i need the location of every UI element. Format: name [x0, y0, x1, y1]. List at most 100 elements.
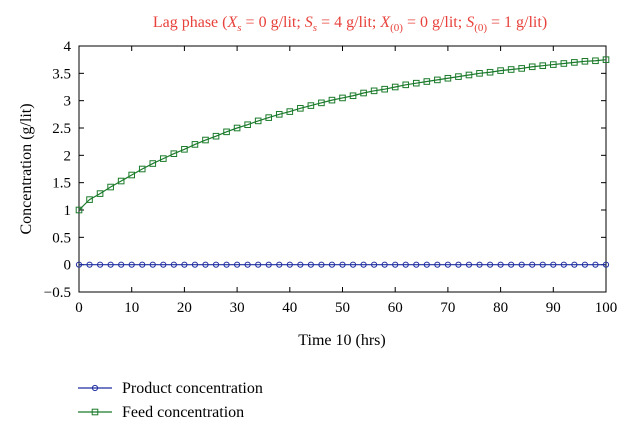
y-tick-label: −0.5: [44, 285, 71, 301]
data-point: [497, 67, 504, 74]
data-point: [202, 136, 209, 144]
x-tick-label: 40: [282, 300, 297, 316]
data-point: [181, 261, 188, 268]
data-point: [265, 114, 273, 121]
data-point: [434, 261, 441, 268]
data-point: [170, 261, 177, 268]
data-point: [107, 183, 114, 191]
series-circle: [75, 261, 610, 268]
y-tick-label: 1: [64, 203, 72, 219]
data-point: [486, 68, 494, 76]
data-point: [128, 171, 135, 179]
data-point: [476, 261, 483, 268]
data-point: [413, 261, 420, 268]
data-point: [381, 261, 388, 268]
data-point: [518, 261, 525, 268]
data-point: [434, 76, 441, 84]
data-point: [518, 65, 525, 72]
data-point: [412, 79, 420, 87]
data-point: [391, 83, 399, 91]
x-tick-label: 70: [440, 300, 455, 316]
data-point: [370, 87, 378, 95]
data-point: [455, 261, 462, 268]
data-point: [381, 85, 388, 93]
x-tick-label: 50: [335, 300, 350, 316]
x-tick-label: 90: [546, 300, 561, 316]
y-tick-label: 2.5: [52, 121, 71, 137]
data-point: [244, 261, 251, 268]
data-point: [571, 59, 578, 66]
data-point: [191, 141, 199, 148]
series-line: [78, 59, 607, 211]
data-point: [212, 261, 220, 268]
data-point: [138, 165, 146, 173]
data-point: [539, 261, 546, 268]
y-tick-label: 2: [64, 148, 72, 164]
data-point: [254, 117, 262, 125]
data-point: [529, 261, 536, 268]
x-tick-label: 20: [177, 300, 192, 316]
data-point: [592, 261, 599, 268]
title-x0-symbol: X: [379, 14, 391, 31]
data-point: [349, 261, 357, 268]
data-point: [181, 146, 188, 153]
data-point: [402, 81, 410, 89]
legend: Product concentration Feed concentration: [78, 380, 263, 421]
title-s0-symbol: S: [466, 14, 474, 31]
data-point: [128, 261, 135, 268]
title-x0-subscript: (0): [390, 22, 403, 34]
title-xs-symbol: X: [226, 14, 238, 31]
data-point: [455, 73, 462, 80]
data-point: [444, 74, 452, 82]
legend-label: Product concentration: [122, 380, 263, 397]
data-point: [560, 261, 567, 268]
data-point: [297, 105, 304, 112]
x-tick-label: 80: [493, 300, 508, 316]
title-x0-value: = 0 g/lit;: [403, 14, 466, 31]
data-point: [371, 261, 378, 268]
data-point: [223, 261, 230, 268]
data-point: [497, 261, 504, 268]
data-point: [297, 261, 304, 268]
data-point: [86, 196, 93, 203]
y-tick-label: 3.5: [52, 66, 71, 82]
data-point: [328, 261, 336, 268]
data-point: [486, 261, 494, 268]
data-point: [234, 261, 241, 268]
y-axis-ticks: −0.5 0 0.5 1 1.5 2 2.5 3 3.5 4: [44, 39, 606, 301]
data-point: [539, 62, 547, 69]
data-point: [265, 261, 272, 268]
data-point: [602, 56, 610, 63]
title-s0-subscript: (0): [474, 22, 487, 34]
title-ss-subscript: s: [313, 22, 317, 34]
data-point: [476, 70, 483, 77]
legend-marker: [91, 408, 99, 416]
data-point: [465, 261, 473, 268]
series-square: [75, 56, 610, 214]
series-layer: [75, 56, 610, 268]
title-lead: Lag phase (: [153, 14, 228, 31]
data-point: [402, 261, 409, 268]
title-s0-value: = 1 g/lit): [487, 14, 547, 31]
data-point: [96, 261, 104, 268]
data-point: [118, 261, 125, 268]
data-point: [86, 261, 93, 268]
title-ss-symbol: S: [305, 14, 313, 31]
data-point: [581, 261, 589, 268]
data-point: [75, 206, 83, 214]
data-point: [423, 78, 431, 85]
data-point: [255, 261, 262, 268]
data-point: [318, 261, 325, 268]
data-point: [170, 150, 178, 157]
data-point: [307, 261, 314, 268]
data-point: [581, 58, 589, 65]
data-point: [560, 60, 568, 67]
data-point: [508, 261, 515, 268]
data-point: [360, 261, 367, 268]
data-point: [528, 63, 536, 71]
x-tick-label: 100: [595, 300, 618, 316]
y-tick-label: 4: [64, 39, 72, 55]
x-tick-label: 60: [388, 300, 403, 316]
plot-frame: [78, 45, 607, 293]
